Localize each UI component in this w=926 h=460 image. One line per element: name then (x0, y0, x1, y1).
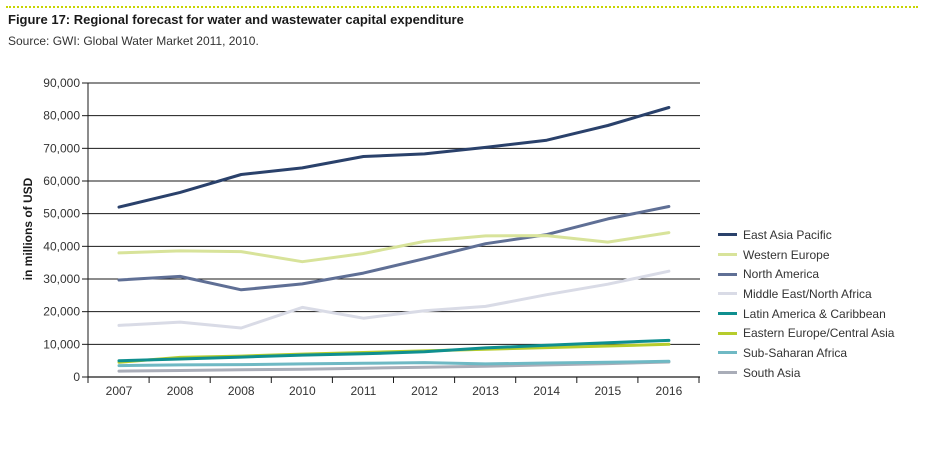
chart-legend: East Asia Pacific Western Europe North Ame… (718, 225, 894, 383)
x-tick-label: 2013 (472, 384, 499, 398)
x-tick-label: 2015 (594, 384, 621, 398)
legend-label: East Asia Pacific (743, 227, 832, 242)
x-tick-label: 2016 (656, 384, 683, 398)
legend-swatch (718, 253, 737, 257)
y-tick-label: 40,000 (43, 239, 80, 253)
legend-label: Latin America & Caribbean (743, 306, 886, 321)
legend-item: South Asia (718, 363, 894, 383)
legend-label: Middle East/North Africa (743, 286, 872, 301)
y-tick-label: 50,000 (43, 207, 80, 221)
y-tick-label: 10,000 (43, 337, 80, 351)
y-tick-label: 90,000 (43, 76, 80, 90)
legend-swatch (718, 233, 737, 237)
legend-item: Latin America & Caribbean (718, 304, 894, 324)
legend-label: Western Europe (743, 247, 830, 262)
x-tick-label: 2008 (228, 384, 255, 398)
x-tick-label: 2008 (167, 384, 194, 398)
legend-item: East Asia Pacific (718, 225, 894, 245)
x-tick-label: 2014 (533, 384, 560, 398)
series-line-north-america (117, 205, 671, 292)
series-line-middle-east-north-africa (117, 269, 671, 330)
x-tick-label: 2012 (411, 384, 438, 398)
x-axis-ticks: 2007 2008 2008 2010 2011 2012 2013 2014 2015 2016 (87, 377, 700, 398)
y-tick-label: 0 (73, 370, 80, 384)
y-axis-ticks: 0 10,000 20,000 30,000 40,000 50,000 60,000 70,… (43, 76, 80, 384)
figure-source: Source: GWI: Global Water Market 2011, 2… (8, 34, 259, 48)
y-axis-label: in millions of USD (21, 177, 35, 280)
legend-swatch (718, 331, 737, 335)
series-line-latin-america-caribbean (117, 338, 671, 363)
legend-item: Middle East/North Africa (718, 284, 894, 304)
figure-title: Figure 17: Regional forecast for water a… (8, 12, 464, 27)
header-divider (6, 6, 918, 8)
x-tick-label: 2007 (106, 384, 133, 398)
legend-label: Sub-Saharan Africa (743, 345, 848, 360)
series-line-western-europe (117, 231, 671, 264)
series-line-east-asia-pacific (117, 106, 671, 209)
legend-label: South Asia (743, 365, 801, 380)
legend-item: North America (718, 264, 894, 284)
y-tick-label: 20,000 (43, 305, 80, 319)
y-tick-label: 60,000 (43, 174, 80, 188)
y-tick-label: 30,000 (43, 272, 80, 286)
legend-item: Western Europe (718, 245, 894, 265)
legend-label: Eastern Europe/Central Asia (743, 326, 895, 341)
series-line-sub-saharan-africa (117, 359, 671, 368)
x-tick-label: 2011 (350, 384, 376, 398)
legend-swatch (718, 312, 737, 316)
series-lines (117, 106, 671, 373)
legend-swatch (718, 351, 737, 355)
x-tick-label: 2010 (289, 384, 316, 398)
series-line-south-asia (117, 360, 671, 373)
legend-swatch (718, 292, 737, 296)
legend-label: North America (743, 267, 820, 282)
gridlines (82, 82, 700, 378)
legend-item: Sub-Saharan Africa (718, 343, 894, 363)
legend-item: Eastern Europe/Central Asia (718, 323, 894, 343)
y-tick-label: 80,000 (43, 109, 80, 123)
y-tick-label: 70,000 (43, 141, 80, 155)
legend-swatch (718, 371, 737, 375)
legend-swatch (718, 272, 737, 276)
